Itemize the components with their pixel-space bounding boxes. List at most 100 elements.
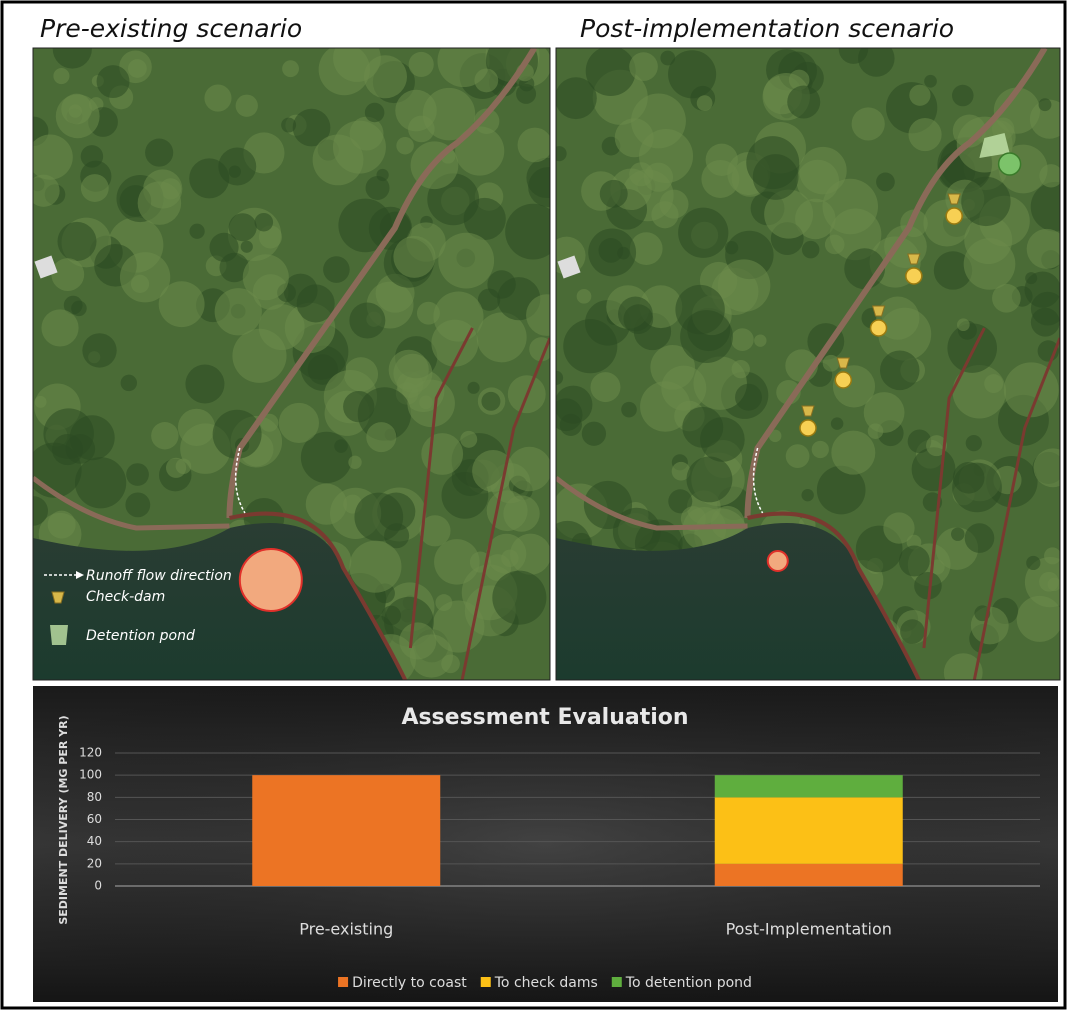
bar-segment bbox=[715, 775, 903, 797]
tree bbox=[957, 318, 970, 331]
tree bbox=[279, 403, 319, 443]
tree bbox=[138, 181, 182, 225]
tree bbox=[651, 201, 678, 228]
tree bbox=[518, 128, 553, 163]
map-content bbox=[535, 35, 1067, 692]
tree bbox=[951, 527, 964, 540]
tree bbox=[348, 456, 361, 469]
tree bbox=[97, 65, 130, 98]
y-tick-label: 20 bbox=[87, 856, 102, 870]
tree bbox=[204, 85, 231, 112]
sediment-circle bbox=[768, 551, 788, 571]
tree bbox=[984, 374, 1003, 393]
tree bbox=[682, 407, 723, 448]
tree bbox=[396, 137, 414, 155]
tree bbox=[189, 158, 229, 198]
tree bbox=[812, 441, 829, 458]
tree bbox=[364, 55, 407, 98]
tree bbox=[507, 447, 551, 491]
tree bbox=[176, 458, 192, 474]
legend-text: Detention pond bbox=[86, 628, 195, 644]
figure: Pre-existing scenario Post-implementatio… bbox=[0, 0, 1067, 1010]
tree bbox=[365, 103, 385, 123]
tree bbox=[185, 365, 224, 404]
tree bbox=[27, 175, 59, 207]
tree bbox=[51, 258, 84, 291]
tree bbox=[189, 224, 204, 239]
legend-label: To detention pond bbox=[625, 975, 752, 991]
tree bbox=[1027, 229, 1067, 269]
tree bbox=[41, 309, 78, 346]
tree bbox=[680, 310, 733, 363]
tree bbox=[48, 511, 76, 539]
tree bbox=[731, 328, 754, 351]
sediment-circle bbox=[240, 549, 302, 611]
tree bbox=[395, 90, 437, 132]
tree bbox=[481, 392, 500, 411]
tree bbox=[908, 118, 941, 151]
tree bbox=[82, 333, 116, 367]
tree bbox=[282, 60, 299, 77]
y-tick-label: 100 bbox=[79, 768, 102, 782]
tree bbox=[34, 396, 46, 408]
tree bbox=[621, 402, 637, 418]
tree bbox=[823, 179, 878, 234]
tree bbox=[120, 252, 170, 302]
legend-text: Check-dam bbox=[86, 589, 165, 605]
legend-label: Directly to coast bbox=[352, 975, 467, 991]
tree bbox=[883, 512, 914, 543]
map-content bbox=[14, 28, 568, 686]
tree bbox=[349, 541, 401, 593]
tree bbox=[992, 284, 1021, 313]
tree bbox=[28, 135, 73, 180]
tree bbox=[354, 493, 403, 542]
tree bbox=[831, 431, 875, 475]
tree bbox=[323, 256, 350, 283]
check-dam-load bbox=[946, 208, 962, 224]
tree bbox=[753, 154, 799, 200]
x-tick-label: Post-Implementation bbox=[726, 920, 892, 939]
tree bbox=[787, 85, 820, 118]
legend-swatch bbox=[612, 977, 622, 987]
bar-segment bbox=[252, 775, 440, 886]
tree bbox=[555, 77, 597, 119]
tree bbox=[552, 146, 567, 161]
bar-segment bbox=[715, 797, 903, 864]
tree bbox=[389, 350, 429, 390]
tree bbox=[409, 52, 434, 77]
tree bbox=[952, 463, 1002, 513]
tree bbox=[455, 126, 504, 175]
tree bbox=[460, 431, 477, 448]
tree bbox=[909, 85, 930, 106]
tree bbox=[474, 69, 498, 93]
tree bbox=[880, 351, 920, 391]
tree bbox=[802, 241, 819, 258]
tree bbox=[241, 241, 253, 253]
y-tick-label: 120 bbox=[79, 746, 102, 760]
tree bbox=[243, 254, 289, 300]
tree bbox=[126, 463, 149, 486]
tree bbox=[125, 492, 150, 517]
tree bbox=[61, 94, 92, 125]
panel-title: Post-implementation scenario bbox=[580, 14, 954, 43]
tree bbox=[961, 177, 1010, 226]
y-tick-label: 60 bbox=[87, 812, 102, 826]
chart-title: Assessment Evaluation bbox=[401, 705, 688, 730]
tree bbox=[864, 392, 905, 433]
tree bbox=[876, 173, 895, 192]
tree bbox=[825, 235, 845, 255]
tree bbox=[615, 118, 654, 157]
chart-background-glow bbox=[33, 686, 1058, 1002]
tree bbox=[210, 233, 239, 262]
tree bbox=[924, 75, 937, 88]
tree bbox=[43, 408, 93, 458]
tree bbox=[366, 422, 396, 452]
map bbox=[14, 28, 568, 686]
tree bbox=[75, 457, 126, 508]
tree bbox=[687, 456, 733, 502]
tree bbox=[1048, 578, 1061, 591]
y-tick-label: 0 bbox=[94, 879, 102, 893]
legend-label: To check dams bbox=[494, 975, 598, 991]
check-dam-load bbox=[800, 420, 816, 436]
tree bbox=[831, 417, 843, 429]
